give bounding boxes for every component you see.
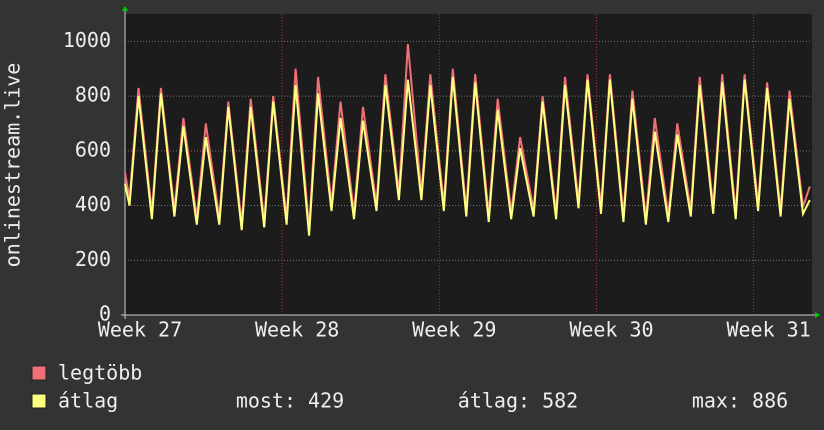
- x-tick-label: Week 31: [726, 318, 810, 342]
- y-axis-label: onlinestream.live: [1, 63, 25, 268]
- series-line: [124, 76, 811, 236]
- legend-swatch: [31, 393, 47, 409]
- y-tick-label: 800: [75, 83, 111, 107]
- y-tick-label: 200: [75, 247, 111, 271]
- axis-arrow: [815, 312, 820, 318]
- axis-arrow: [122, 6, 128, 11]
- x-tick-label: Week 28: [255, 318, 339, 342]
- legend-stat: max: 886: [692, 389, 788, 413]
- legend-label: átlag: [58, 389, 118, 413]
- y-tick-label: 400: [75, 192, 111, 216]
- legend-swatch: [31, 365, 47, 381]
- x-tick-label: Week 29: [412, 318, 496, 342]
- legend-stat: átlag: 582: [458, 389, 578, 413]
- y-tick-label: 1000: [63, 28, 111, 52]
- x-tick-label: Week 30: [569, 318, 653, 342]
- x-tick-label: Week 27: [98, 318, 182, 342]
- legend-label: legtöbb: [58, 361, 142, 385]
- legend-stat: most: 429: [236, 389, 344, 413]
- y-tick-label: 0: [99, 302, 111, 326]
- y-tick-label: 600: [75, 137, 111, 161]
